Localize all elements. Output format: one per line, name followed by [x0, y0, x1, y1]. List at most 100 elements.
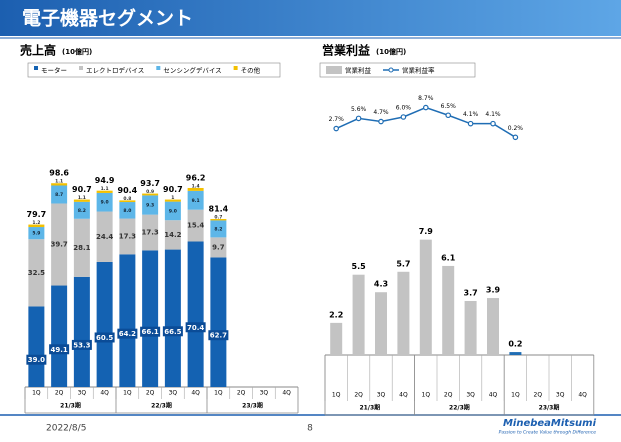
bar-segment [73, 218, 90, 277]
chart-unit: (10億円) [62, 47, 92, 56]
bar-segment [210, 257, 227, 387]
value-label: 4.1% [485, 111, 501, 118]
value-label: 0.2% [508, 125, 524, 132]
bar [352, 274, 365, 355]
label-box [208, 330, 229, 341]
legend-box [27, 62, 281, 78]
logo: MinebeaMitsumi [503, 418, 597, 429]
value-label: 4.1% [463, 111, 479, 118]
value-label: 32.5 [28, 269, 45, 277]
value-label: 1.1 [55, 179, 63, 185]
bar-segment [51, 285, 68, 387]
value-label: 60.5 [96, 334, 113, 342]
value-label: 2.7% [329, 116, 345, 123]
bar-segment [28, 227, 45, 240]
value-label: 66.5 [164, 328, 181, 336]
x-tick-label: 1Q [332, 392, 341, 399]
total-label: 79.7 [27, 210, 47, 219]
label-box [71, 339, 92, 350]
bar-segment [187, 209, 204, 242]
value-label: 8.2 [214, 226, 222, 232]
value-label: 66.1 [141, 328, 158, 336]
bar-segment [187, 187, 204, 191]
bar-segment [142, 193, 159, 196]
line-marker [490, 120, 496, 127]
value-label: 14.2 [164, 231, 181, 239]
value-label: 9.7 [212, 243, 225, 251]
total-label: 90.7 [163, 185, 183, 194]
label-box [117, 328, 138, 339]
legend-label: エレクトロデバイス [86, 66, 144, 75]
x-tick-label: 2Q [534, 392, 543, 399]
total-label: 94.9 [95, 176, 115, 185]
group-label: 22/3期 [151, 402, 172, 410]
bar-segment [51, 183, 68, 186]
value-label: 70.4 [187, 324, 204, 332]
value-label: 0.7 [214, 214, 222, 220]
legend-swatch [326, 66, 342, 74]
legend-marker [388, 67, 394, 73]
x-tick-label: 1Q [214, 390, 223, 397]
bar-segment [28, 239, 45, 307]
bar-segment [210, 220, 227, 238]
bar-segment [142, 214, 159, 251]
value-label: 6.0% [396, 105, 412, 112]
value-label: 5.6% [351, 106, 367, 113]
value-label: 8.7% [418, 95, 434, 102]
label-box [162, 326, 183, 337]
total-label: 90.4 [118, 186, 138, 195]
bar-segment [187, 190, 204, 210]
bar [397, 271, 410, 355]
legend-label: センシングデバイス [163, 66, 221, 75]
bar-segment [119, 218, 136, 255]
bar-segment [142, 195, 159, 215]
value-label: 7.9 [419, 227, 434, 236]
label-box [140, 326, 161, 337]
x-tick-label: 3Q [169, 390, 178, 397]
value-label: 8.7 [55, 192, 63, 198]
legend-label: その他 [241, 66, 261, 75]
total-label: 90.7 [72, 185, 92, 194]
bar-segment [164, 220, 181, 250]
value-label: 1 [171, 195, 174, 201]
value-label: 0.2 [508, 340, 522, 349]
value-label: 1.1 [101, 186, 109, 192]
value-label: 0.9 [146, 189, 154, 195]
bar-segment [28, 306, 45, 387]
bar-segment [164, 249, 181, 387]
bar-segment [119, 254, 136, 387]
value-label: 15.4 [187, 222, 204, 230]
value-label: 4.7% [373, 109, 389, 116]
total-label: 96.2 [186, 173, 206, 182]
value-label: 2.2 [329, 310, 343, 319]
value-label: 39.7 [50, 241, 67, 249]
bar [509, 352, 522, 355]
page-title: 電子機器セグメント [22, 7, 193, 30]
chart-title: 売上高 [20, 43, 56, 58]
x-tick-label: 1Q [511, 392, 520, 399]
x-tick-label: 4Q [282, 390, 291, 397]
legend-label: 営業利益 [345, 66, 372, 75]
label-box [185, 322, 206, 333]
x-tick-label: 2Q [146, 390, 155, 397]
value-label: 5.9 [32, 231, 40, 237]
line-marker [467, 120, 474, 127]
group-label: 21/3期 [359, 404, 380, 412]
value-label: 8.0 [123, 208, 131, 214]
label-box [94, 332, 115, 343]
x-tick-label: 2Q [354, 392, 363, 399]
value-label: 9.1 [192, 198, 200, 204]
bar-segment [51, 203, 68, 286]
chart-title: 営業利益 [322, 43, 370, 58]
value-label: 4.3 [374, 280, 388, 289]
line-marker [400, 114, 407, 120]
value-label: 9.3 [146, 203, 154, 209]
x-tick-label: 3Q [466, 392, 475, 399]
value-label: 49.1 [50, 346, 67, 354]
bar-segment [119, 200, 136, 203]
bar-segment [96, 211, 113, 262]
bar [464, 300, 477, 355]
legend-swatch [34, 66, 38, 70]
footer-date: 2022/8/5 [46, 424, 86, 434]
